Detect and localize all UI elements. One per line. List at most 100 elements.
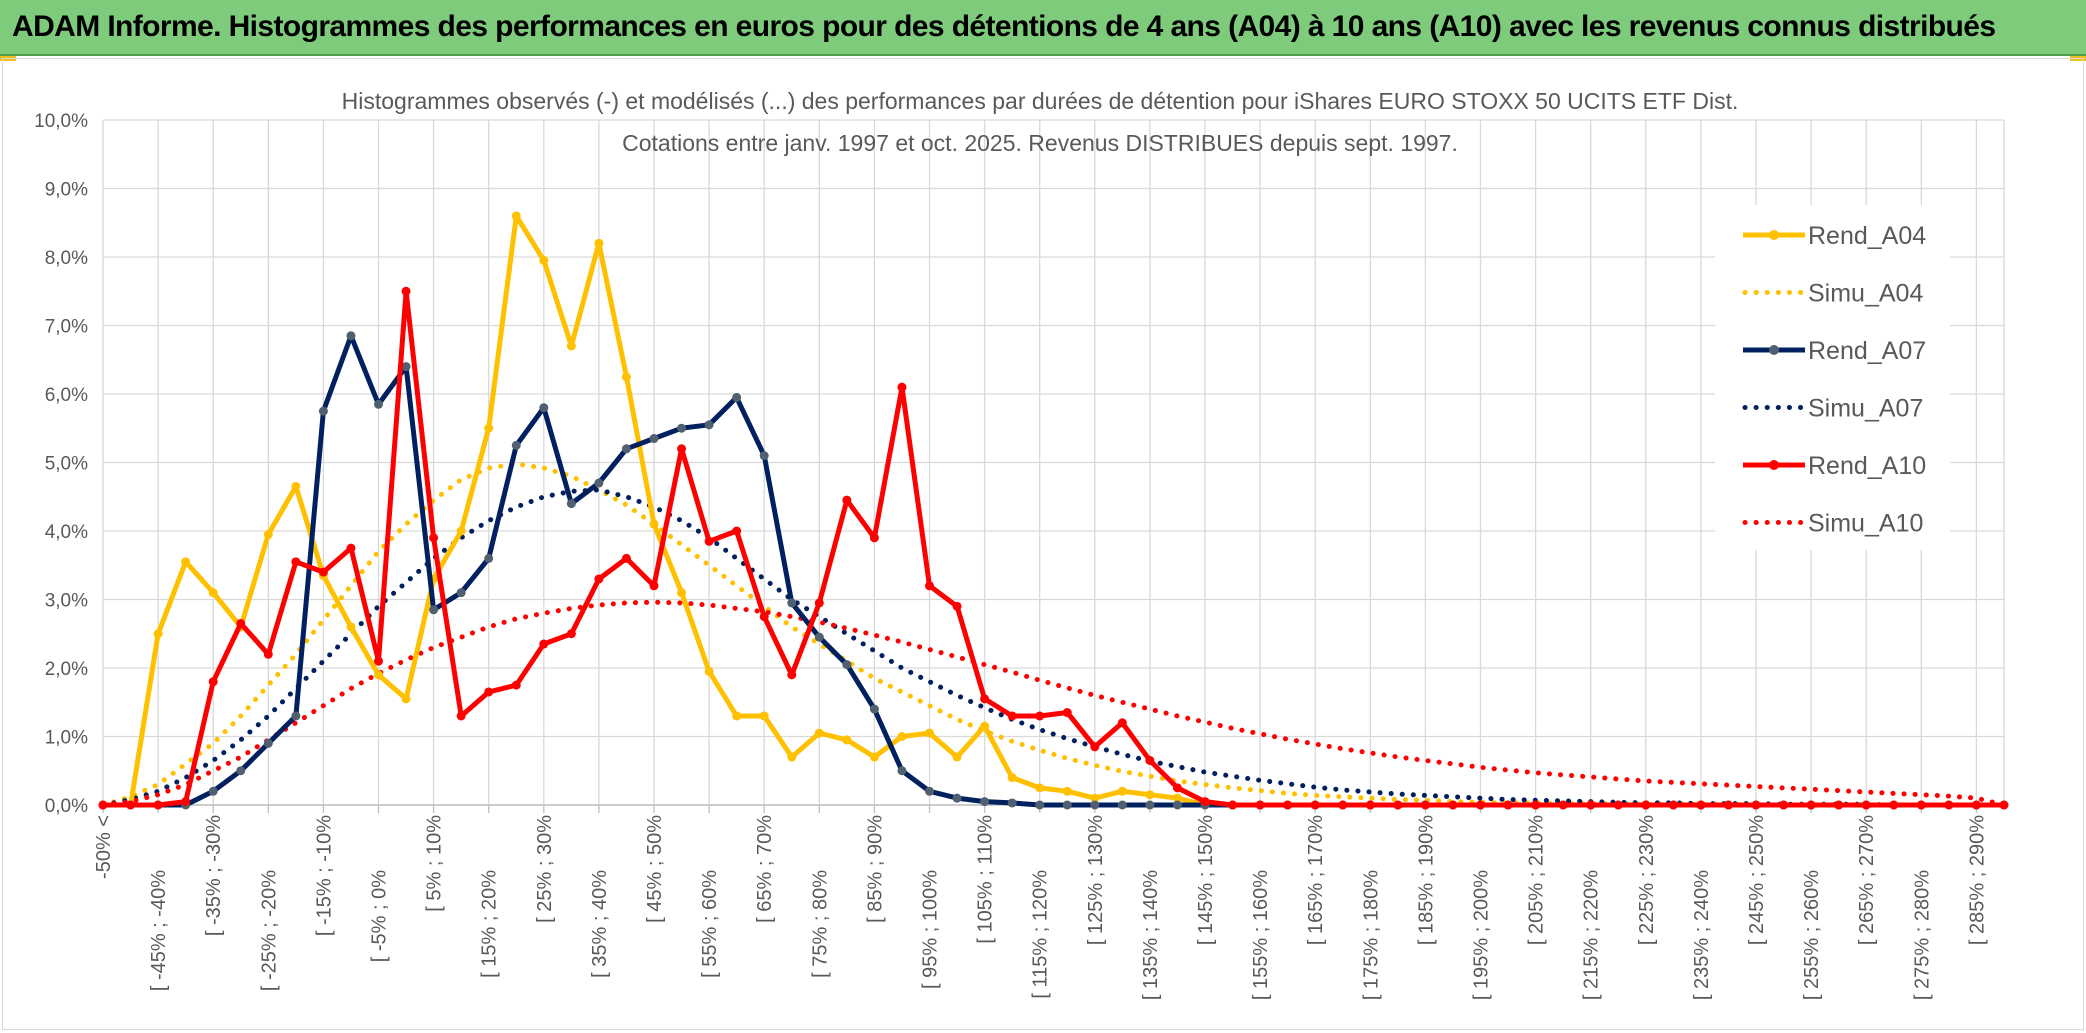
- data-point-rend-a10: [897, 382, 907, 392]
- data-point-rend-a10: [1834, 800, 1844, 810]
- data-point-rend-a07: [621, 444, 631, 454]
- x-tick-label: [ 55% ; 60%: [699, 870, 721, 978]
- data-point-rend-a07: [897, 766, 907, 776]
- x-tick-label: [ 5% ; 10%: [424, 815, 446, 912]
- x-axis: -50% < [ -45% ; -40% [ -35% ; -30% [ -25% ;…: [93, 804, 2004, 1000]
- data-point-rend-a10: [318, 567, 328, 577]
- x-tick-label: [ 125% ; 130%: [1085, 815, 1107, 945]
- y-tick-label: 9,0%: [45, 180, 88, 201]
- series-line-simu-a07: [100, 487, 2007, 808]
- data-point-rend-a10: [1668, 800, 1678, 810]
- series-line-rend-a10: [103, 288, 2004, 808]
- data-point-rend-a10: [704, 536, 714, 546]
- data-point-rend-a10: [1586, 800, 1596, 810]
- data-point-rend-a07: [925, 786, 934, 796]
- x-tick-label: [ -45% ; -40%: [148, 870, 170, 991]
- data-point-rend-a10: [1035, 711, 1045, 721]
- x-tick-label: [ 195% ; 200%: [1471, 870, 1493, 1000]
- x-tick-label: [ 285% ; 290%: [1966, 815, 1988, 945]
- y-tick-label: 1,0%: [45, 728, 88, 749]
- data-point-rend-a10: [1531, 800, 1541, 810]
- data-point-rend-a07: [539, 403, 549, 413]
- y-tick-label: 10,0%: [34, 111, 88, 132]
- data-point-rend-a10: [98, 800, 108, 810]
- data-point-rend-a10: [649, 581, 659, 591]
- data-point-rend-a07: [704, 420, 714, 430]
- data-point-rend-a07: [511, 440, 521, 450]
- data-point-rend-a04: [704, 666, 714, 676]
- data-point-rend-a04: [1007, 773, 1017, 783]
- data-point-rend-a04: [759, 711, 769, 721]
- data-point-rend-a07: [263, 738, 273, 748]
- data-point-rend-a04: [484, 423, 494, 433]
- x-tick-label: [ 75% ; 80%: [809, 870, 831, 978]
- legend-box: [1715, 205, 1950, 550]
- data-point-rend-a04: [208, 588, 218, 598]
- data-point-rend-a10: [787, 670, 797, 680]
- x-tick-label: [ 145% ; 150%: [1195, 815, 1217, 945]
- data-point-rend-a10: [980, 694, 990, 704]
- data-point-rend-a07: [759, 451, 769, 461]
- x-tick-label: [ 175% ; 180%: [1360, 870, 1382, 1000]
- y-tick-label: 0,0%: [45, 796, 88, 817]
- chart-frame: [2, 58, 2084, 1030]
- data-point-rend-a07: [952, 793, 962, 803]
- x-tick-label: [ 245% ; 250%: [1746, 815, 1768, 945]
- data-point-rend-a10: [1696, 800, 1706, 810]
- data-point-rend-a10: [1393, 800, 1403, 810]
- data-point-rend-a07: [208, 786, 218, 796]
- y-tick-label: 6,0%: [45, 385, 88, 406]
- data-point-rend-a10: [291, 557, 301, 567]
- x-tick-label: [ 25% ; 30%: [534, 815, 556, 923]
- data-point-rend-a04: [897, 732, 907, 741]
- data-point-rend-a10: [594, 574, 604, 584]
- data-point-rend-a10: [263, 649, 273, 659]
- data-point-rend-a10: [925, 581, 934, 591]
- chart-title-line2: Cotations entre janv. 1997 et oct. 2025.…: [622, 130, 1458, 156]
- data-point-rend-a10: [1062, 708, 1072, 718]
- data-point-rend-a07: [1117, 800, 1127, 810]
- data-point-rend-a10: [1310, 800, 1320, 810]
- x-tick-label: [ -15% ; -10%: [313, 815, 335, 936]
- data-point-rend-a04: [1145, 790, 1155, 800]
- legend-marker-rend-a10: [1769, 460, 1779, 470]
- legend: Rend_A04 Simu_A04 Rend_A07 Simu_A07 Rend_A10…: [1715, 205, 1950, 550]
- x-tick-label: [ -5% ; 0%: [369, 870, 391, 962]
- x-tick-label: [ -35% ; -30%: [203, 815, 225, 936]
- x-tick-label: [ 85% ; 90%: [864, 815, 886, 923]
- x-tick-label: [ 35% ; 40%: [589, 870, 611, 978]
- data-point-rend-a04: [539, 255, 549, 265]
- data-point-rend-a10: [429, 533, 439, 543]
- data-point-rend-a10: [539, 639, 549, 649]
- legend-label-rend-a04: Rend_A04: [1808, 222, 1926, 250]
- y-tick-label: 4,0%: [45, 522, 88, 543]
- y-tick-label: 3,0%: [45, 591, 88, 612]
- data-point-rend-a10: [1255, 800, 1265, 810]
- data-point-rend-a07: [869, 704, 879, 714]
- x-tick-label: -50% <: [93, 815, 115, 879]
- data-point-rend-a07: [980, 797, 990, 807]
- data-point-rend-a04: [952, 752, 962, 762]
- data-point-rend-a04: [814, 728, 824, 738]
- data-point-rend-a07: [401, 362, 411, 372]
- data-point-rend-a10: [1090, 742, 1100, 752]
- data-point-rend-a04: [621, 372, 631, 382]
- series-line-simu-a04: [100, 461, 2007, 808]
- data-point-rend-a10: [181, 797, 191, 807]
- data-point-rend-a07: [594, 478, 604, 488]
- data-point-rend-a04: [456, 526, 466, 536]
- y-axis: 0,0% 1,0% 2,0% 3,0% 4,0% 5,0% 6,0% 7,0% 8,0% 9,0%…: [34, 111, 88, 817]
- y-tick-label: 8,0%: [45, 248, 88, 269]
- data-point-rend-a10: [732, 526, 742, 536]
- data-point-rend-a10: [1172, 783, 1182, 793]
- x-tick-label: [ 45% ; 50%: [644, 815, 666, 923]
- data-point-rend-a10: [511, 680, 521, 690]
- data-point-rend-a10: [1916, 800, 1926, 810]
- data-point-rend-a07: [374, 399, 383, 409]
- data-point-rend-a10: [1283, 800, 1293, 810]
- data-point-rend-a04: [677, 588, 687, 598]
- series-layer: [98, 211, 2009, 810]
- data-point-rend-a10: [1117, 718, 1127, 728]
- data-point-rend-a10: [1476, 800, 1485, 810]
- legend-label-simu-a07: Simu_A07: [1808, 395, 1923, 423]
